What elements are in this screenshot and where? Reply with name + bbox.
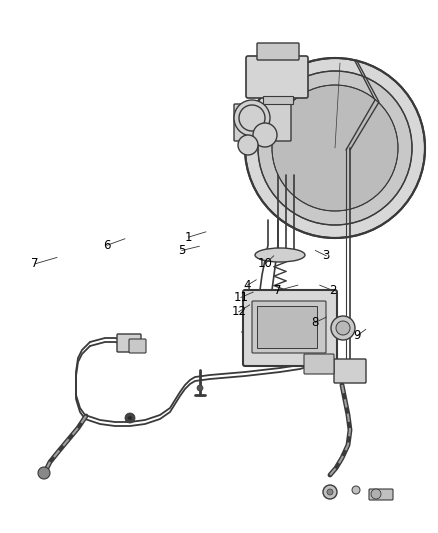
Ellipse shape xyxy=(255,248,305,262)
FancyBboxPatch shape xyxy=(117,334,141,352)
Circle shape xyxy=(336,321,350,335)
Text: 7: 7 xyxy=(274,284,282,297)
Circle shape xyxy=(272,85,398,211)
Circle shape xyxy=(234,100,270,136)
FancyBboxPatch shape xyxy=(246,56,308,98)
Text: 7: 7 xyxy=(31,257,39,270)
Text: 10: 10 xyxy=(258,257,272,270)
Circle shape xyxy=(38,467,50,479)
FancyBboxPatch shape xyxy=(252,301,326,353)
FancyBboxPatch shape xyxy=(234,104,291,141)
Text: 8: 8 xyxy=(312,316,319,329)
FancyBboxPatch shape xyxy=(304,354,334,374)
Circle shape xyxy=(239,105,265,131)
Text: 6: 6 xyxy=(103,239,111,252)
Circle shape xyxy=(245,58,425,238)
Circle shape xyxy=(238,135,258,155)
Circle shape xyxy=(331,316,355,340)
Circle shape xyxy=(125,413,135,423)
Circle shape xyxy=(323,485,337,499)
Circle shape xyxy=(327,489,333,495)
FancyBboxPatch shape xyxy=(129,339,146,353)
Text: 3: 3 xyxy=(323,249,330,262)
Text: 2: 2 xyxy=(329,284,337,297)
Text: 12: 12 xyxy=(231,305,246,318)
Circle shape xyxy=(197,385,203,391)
Text: 4: 4 xyxy=(244,279,251,292)
Text: 5: 5 xyxy=(178,244,185,257)
Text: 11: 11 xyxy=(233,291,248,304)
Circle shape xyxy=(371,489,381,499)
Text: 1: 1 xyxy=(184,231,192,244)
FancyBboxPatch shape xyxy=(369,489,393,500)
FancyBboxPatch shape xyxy=(257,43,299,60)
Circle shape xyxy=(258,71,412,225)
Text: 9: 9 xyxy=(353,329,361,342)
FancyBboxPatch shape xyxy=(243,290,337,366)
Circle shape xyxy=(352,486,360,494)
FancyBboxPatch shape xyxy=(334,359,366,383)
Circle shape xyxy=(253,123,277,147)
Bar xyxy=(263,96,293,104)
Bar xyxy=(257,306,317,348)
Circle shape xyxy=(128,416,132,420)
